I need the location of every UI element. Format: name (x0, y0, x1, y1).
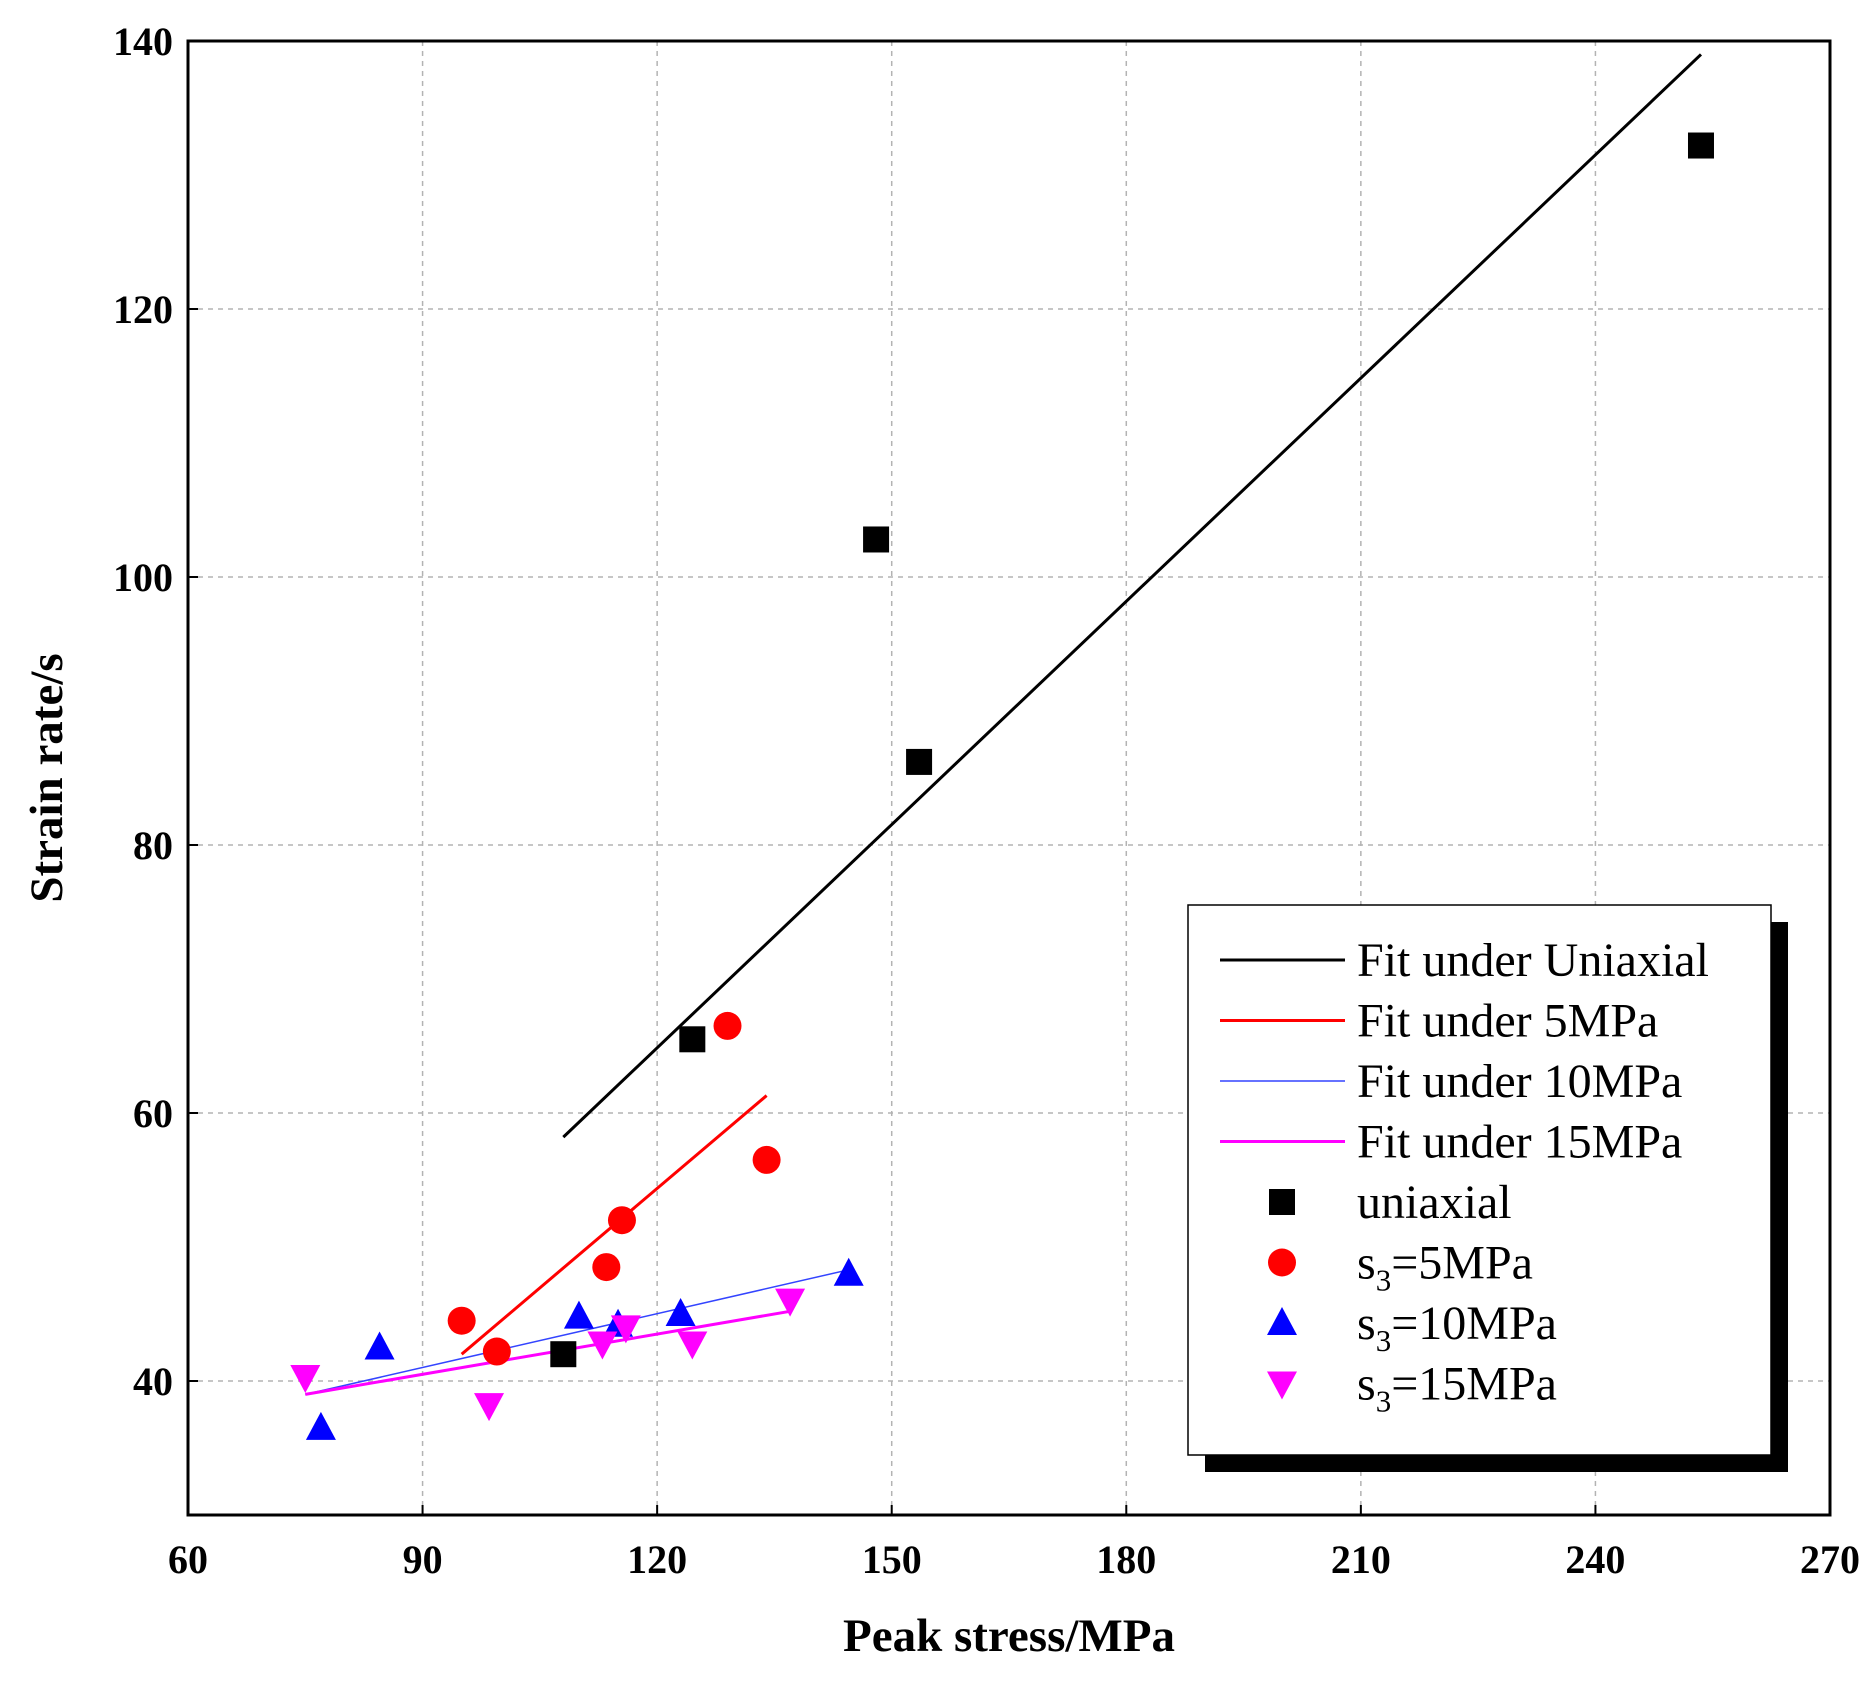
legend-label: uniaxial (1357, 1176, 1512, 1229)
data-point (592, 1253, 621, 1282)
data-point (563, 1300, 594, 1329)
data-point (550, 1341, 577, 1368)
fit-line (562, 53, 1703, 1139)
y-tick-label: 140 (113, 19, 173, 64)
x-tick-label: 210 (1331, 1537, 1391, 1582)
y-tick-label: 40 (133, 1359, 173, 1404)
legend-marker-swatch (1268, 1248, 1296, 1277)
legend-label: Fit under 5MPa (1357, 995, 1658, 1048)
data-point (474, 1393, 505, 1422)
y-tick-label: 60 (133, 1091, 173, 1136)
axis-ticks: 60 90 120 150 180 210 240 270 40 60 80 100 120 140 (113, 19, 1860, 1582)
data-point (906, 748, 933, 775)
legend-marker-swatch (1269, 1189, 1295, 1215)
data-point (775, 1288, 806, 1317)
data-point (677, 1331, 708, 1360)
fit-line (305, 1269, 849, 1396)
x-tick-label: 180 (1096, 1537, 1156, 1582)
legend-label: s3=10MPa (1357, 1297, 1557, 1358)
data-point (713, 1011, 742, 1040)
fit-line (305, 1309, 791, 1396)
y-tick-label: 120 (113, 287, 173, 332)
data-point (607, 1206, 636, 1235)
data-point (610, 1315, 641, 1344)
data-point (679, 1026, 706, 1053)
data-point (305, 1411, 336, 1440)
data-point (863, 526, 890, 553)
data-point (665, 1298, 696, 1326)
data-point (364, 1331, 395, 1360)
data-point (447, 1306, 476, 1335)
x-tick-label: 120 (627, 1537, 687, 1582)
data-point (290, 1364, 321, 1393)
x-axis-title: Peak stress/MPa (843, 1610, 1175, 1662)
y-tick-label: 80 (133, 823, 173, 868)
legend-marker-swatch (1267, 1371, 1297, 1400)
data-point (1687, 132, 1714, 159)
x-tick-label: 240 (1565, 1537, 1625, 1582)
x-tick-label: 90 (403, 1537, 443, 1582)
legend-marker-swatch (1267, 1307, 1297, 1335)
x-tick-label: 150 (862, 1537, 922, 1582)
data-points (290, 132, 1714, 1440)
x-tick-label: 270 (1800, 1537, 1860, 1582)
legend-box (1187, 904, 1772, 1456)
y-axis-title: Strain rate/s (21, 653, 73, 902)
plot-frame (186, 39, 1832, 1517)
legend-label: Fit under 10MPa (1357, 1055, 1682, 1108)
legend-label: s3=15MPa (1357, 1358, 1557, 1419)
data-point (587, 1331, 618, 1360)
legend-label: Fit under Uniaxial (1357, 934, 1709, 987)
y-tick-label: 100 (113, 555, 173, 600)
grid (188, 41, 1830, 1515)
data-point (833, 1257, 864, 1286)
legend: Fit under Uniaxial Fit under 5MPa Fit unde… (1187, 904, 1788, 1472)
data-point (752, 1145, 781, 1174)
data-point (482, 1337, 511, 1366)
x-tick-label: 60 (168, 1537, 208, 1582)
legend-label: Fit under 15MPa (1357, 1116, 1682, 1169)
